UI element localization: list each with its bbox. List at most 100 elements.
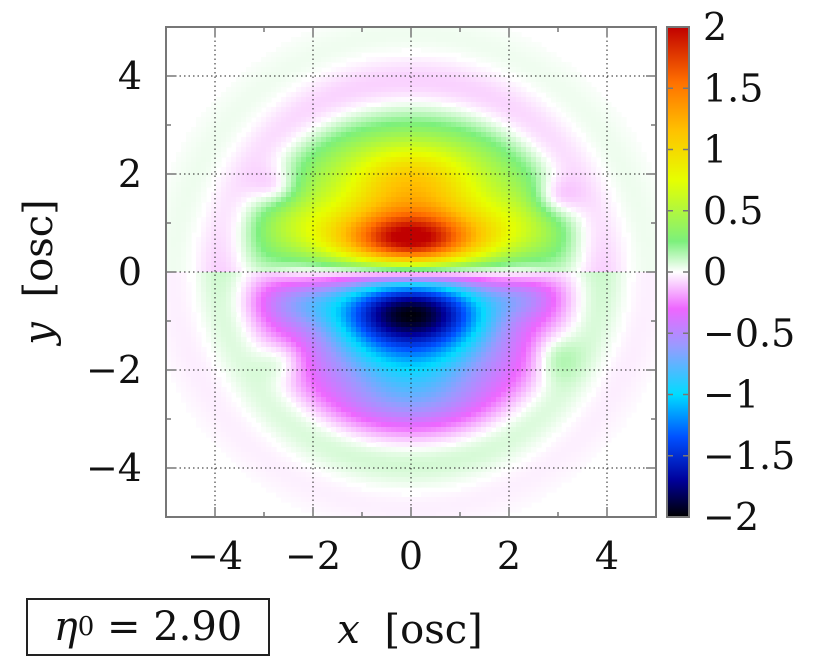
heatmap-cell (631, 302, 637, 308)
heatmap-cell (621, 302, 627, 308)
heatmap-cell (316, 32, 322, 38)
heatmap-cell (431, 217, 437, 223)
heatmap-cell (256, 147, 262, 153)
heatmap-cell (406, 67, 412, 73)
heatmap-cell (451, 167, 457, 173)
heatmap-cell (371, 67, 377, 73)
heatmap-cell (456, 202, 462, 208)
heatmap-cell (306, 212, 312, 218)
heatmap-cell (496, 177, 502, 183)
heatmap-cell (466, 47, 472, 53)
heatmap-cell (391, 182, 397, 188)
heatmap-cell (651, 182, 656, 188)
heatmap-cell (491, 87, 497, 93)
heatmap-cell (571, 242, 577, 248)
heatmap-cell (201, 297, 207, 303)
heatmap-cell (546, 272, 552, 278)
heatmap-cell (201, 147, 207, 153)
heatmap-cell (311, 192, 317, 198)
heatmap-cell (401, 127, 407, 133)
heatmap-cell (466, 227, 472, 233)
heatmap-cell (506, 307, 512, 313)
heatmap-cell (481, 87, 487, 93)
heatmap-cell (546, 72, 552, 78)
heatmap-cell (596, 132, 602, 138)
heatmap-cell (576, 272, 582, 278)
heatmap-cell (336, 272, 342, 278)
heatmap-cell (401, 32, 407, 38)
heatmap-cell (586, 87, 592, 93)
heatmap-cell (201, 272, 207, 278)
heatmap-cell (241, 187, 247, 193)
heatmap-cell (401, 297, 407, 303)
heatmap-cell (386, 72, 392, 78)
heatmap-cell (521, 237, 527, 243)
heatmap-cell (511, 287, 517, 293)
heatmap-cell (266, 177, 272, 183)
heatmap-cell (446, 212, 452, 218)
heatmap-cell (221, 197, 227, 203)
heatmap-cell (421, 257, 427, 263)
heatmap-cell (336, 72, 342, 78)
heatmap-cell (436, 137, 442, 143)
heatmap-cell (526, 117, 532, 123)
heatmap-cell (311, 137, 317, 143)
heatmap-cell (651, 287, 656, 293)
heatmap-cell (211, 222, 217, 228)
heatmap-cell (231, 287, 237, 293)
heatmap-cell (541, 72, 547, 78)
heatmap-cell (261, 62, 267, 68)
heatmap-cell (416, 297, 422, 303)
heatmap-cell (406, 177, 412, 183)
heatmap-cell (271, 297, 277, 303)
heatmap-cell (301, 122, 307, 128)
heatmap-cell (371, 307, 377, 313)
heatmap-cell (536, 287, 542, 293)
heatmap-cell (341, 282, 347, 288)
heatmap-cell (326, 102, 332, 108)
heatmap-cell (446, 292, 452, 298)
heatmap-cell (346, 242, 352, 248)
heatmap-cell (571, 147, 577, 153)
heatmap-cell (526, 147, 532, 153)
heatmap-cell (276, 262, 282, 268)
heatmap-cell (311, 312, 317, 318)
heatmap-cell (316, 87, 322, 93)
heatmap-cell (176, 227, 182, 233)
heatmap-cell (281, 317, 287, 323)
heatmap-cell (246, 92, 252, 98)
heatmap-cell (261, 82, 267, 88)
heatmap-cell (576, 287, 582, 293)
heatmap-cell (331, 257, 337, 263)
heatmap-cell (621, 282, 627, 288)
heatmap-cell (201, 132, 207, 138)
heatmap-cell (171, 267, 177, 273)
heatmap-cell (356, 267, 362, 273)
heatmap-cell (361, 27, 367, 33)
heatmap-cell (481, 132, 487, 138)
heatmap-cell (531, 232, 537, 238)
heatmap-cell (311, 237, 317, 243)
heatmap-cell (321, 277, 327, 283)
heatmap-cell (426, 187, 432, 193)
heatmap-cell (551, 257, 557, 263)
heatmap-cell (376, 67, 382, 73)
heatmap-cell (186, 292, 192, 298)
heatmap-cell (316, 302, 322, 308)
heatmap-cell (561, 127, 567, 133)
heatmap-cell (491, 222, 497, 228)
heatmap-cell (386, 267, 392, 273)
heatmap-cell (631, 212, 637, 218)
heatmap-cell (646, 207, 652, 213)
heatmap-cell (491, 37, 497, 43)
heatmap-cell (231, 92, 237, 98)
heatmap-cell (591, 232, 597, 238)
heatmap-cell (226, 247, 232, 253)
heatmap-cell (421, 162, 427, 168)
heatmap-cell (271, 167, 277, 173)
heatmap-cell (401, 172, 407, 178)
heatmap-cell (196, 292, 202, 298)
heatmap-cell (376, 267, 382, 273)
heatmap-cell (516, 192, 522, 198)
heatmap-cell (281, 297, 287, 303)
